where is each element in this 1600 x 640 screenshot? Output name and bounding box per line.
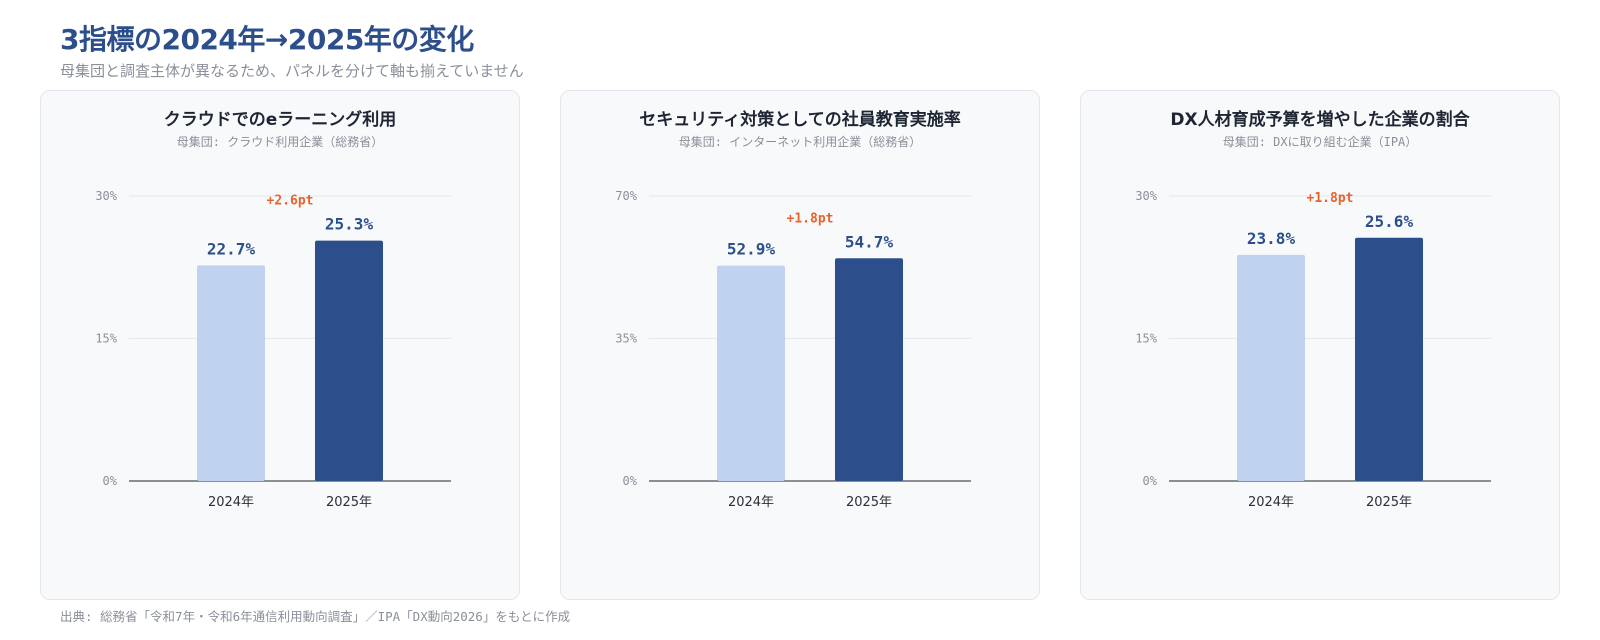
- y-tick-label: 30%: [95, 189, 117, 203]
- value-label: 22.7%: [207, 239, 256, 258]
- page-subtitle: 母集団と調査主体が異なるため、パネルを分けて軸も揃えていません: [60, 62, 524, 80]
- value-label: 25.3%: [325, 215, 374, 234]
- x-tick-label: 2024年: [728, 495, 774, 510]
- bar-chart: 0% 15% 30% 22.7% 2024年 25.3% 2025年 +2.6pt: [95, 189, 451, 510]
- panel-title: DX人材育成予算を増やした企業の割合: [1170, 110, 1470, 130]
- value-label: 54.7%: [845, 232, 894, 251]
- bar-2025年: [1355, 237, 1423, 481]
- bar-2025年: [315, 240, 383, 481]
- x-tick-label: 2025年: [1366, 495, 1412, 510]
- bar-2025年: [835, 258, 903, 481]
- x-tick-label: 2024年: [1248, 495, 1294, 510]
- value-label: 25.6%: [1365, 212, 1414, 231]
- value-label: 23.8%: [1247, 229, 1296, 248]
- y-tick-label: 30%: [1135, 189, 1157, 203]
- y-tick-label: 35%: [615, 332, 637, 346]
- y-tick-label: 0%: [623, 474, 638, 488]
- bar-2024年: [1237, 254, 1305, 481]
- x-tick-label: 2025年: [326, 495, 372, 510]
- delta-annotation: +1.8pt: [787, 211, 834, 226]
- y-tick-label: 15%: [1135, 332, 1157, 346]
- delta-annotation: +2.6pt: [267, 194, 314, 209]
- delta-annotation: +1.8pt: [1307, 191, 1354, 206]
- chart-panel-dx-budget: DX人材育成予算を増やした企業の割合 母集団: DXに取り組む企業（IPA） 0…: [1080, 90, 1560, 600]
- bar-chart: 0% 15% 30% 23.8% 2024年 25.6% 2025年 +1.8pt: [1135, 189, 1491, 510]
- bar-2024年: [717, 265, 785, 481]
- y-tick-label: 15%: [95, 332, 117, 346]
- bar-chart: 0% 35% 70% 52.9% 2024年 54.7% 2025年 +1.8pt: [615, 189, 971, 510]
- y-tick-label: 70%: [615, 189, 637, 203]
- y-tick-label: 0%: [1143, 474, 1158, 488]
- panel-subtitle: 母集団: インターネット利用企業（総務省）: [678, 135, 922, 149]
- panel-title: セキュリティ対策としての社員教育実施率: [639, 110, 961, 130]
- panel-title: クラウドでのeラーニング利用: [163, 110, 397, 130]
- panel-subtitle: 母集団: DXに取り組む企業（IPA）: [1222, 135, 1418, 149]
- x-tick-label: 2025年: [846, 495, 892, 510]
- chart-panel-elearning: クラウドでのeラーニング利用 母集団: クラウド利用企業（総務省） 0% 15% 3…: [40, 90, 520, 600]
- panel-subtitle: 母集団: クラウド利用企業（総務省）: [176, 135, 384, 149]
- y-tick-label: 0%: [103, 474, 118, 488]
- page-title: 3指標の2024年→2025年の変化: [60, 23, 474, 56]
- x-tick-label: 2024年: [208, 495, 254, 510]
- chart-panel-security-education: セキュリティ対策としての社員教育実施率 母集団: インターネット利用企業（総務省…: [560, 90, 1040, 600]
- bar-2024年: [197, 265, 265, 481]
- value-label: 52.9%: [727, 240, 776, 259]
- source-note: 出典: 総務省「令和7年・令和6年通信利用動向調査」／IPA「DX動向2026」…: [60, 609, 571, 624]
